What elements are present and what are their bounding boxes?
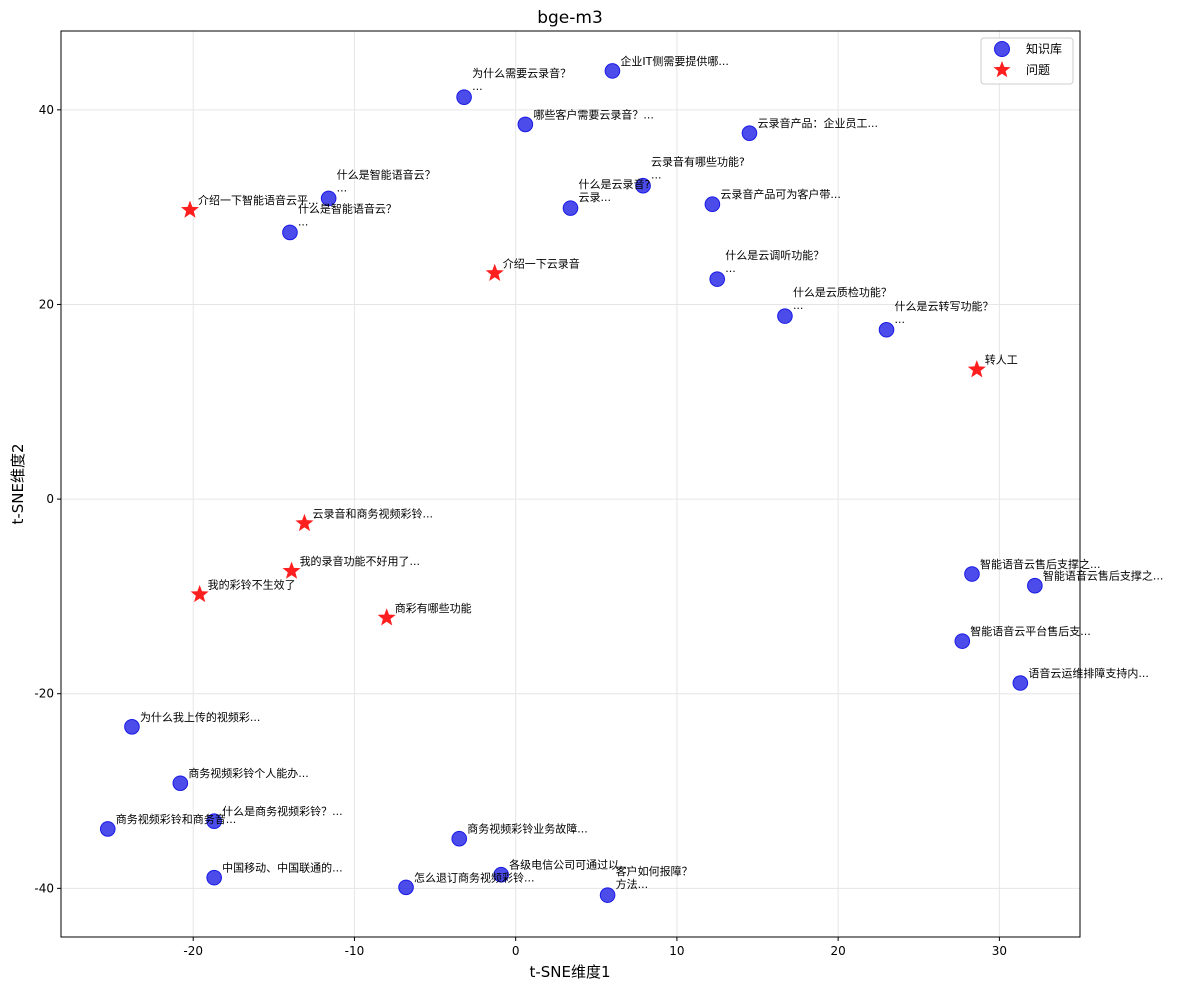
knowledge-point-marker — [964, 566, 980, 582]
knowledge-point-marker — [562, 200, 579, 216]
knowledge-point-marker — [172, 775, 189, 792]
x-axis-title: t-SNE维度1 — [529, 963, 610, 981]
x-tick-label: 0 — [512, 944, 520, 958]
knowledge-point-marker — [1012, 675, 1029, 691]
legend: 知识库 问题 — [980, 37, 1074, 85]
y-tick-label: -20 — [34, 687, 54, 701]
knowledge-point-label: 各级电信公司可通过以... — [509, 858, 630, 872]
knowledge-point-label: 智能语音云平台售后支... — [970, 624, 1091, 638]
x-tick-label: 20 — [831, 944, 846, 958]
y-axis-title: t-SNE维度2 — [9, 443, 27, 524]
knowledge-point-label: 智能语音云售后支撑之... — [980, 557, 1101, 571]
knowledge-point-label: 什么是智能语音云？... — [337, 167, 436, 194]
knowledge-point-label: 商务视频彩铃和商务音... — [116, 812, 236, 826]
question-point-label: 介绍一下智能语音云平... — [198, 193, 319, 207]
knowledge-point-marker — [320, 190, 337, 207]
knowledge-point-marker — [604, 63, 621, 79]
legend-knowledge-marker — [994, 41, 1010, 57]
knowledge-point-marker — [704, 196, 721, 213]
knowledge-point-label: 中国移动、中国联通的... — [222, 861, 343, 875]
knowledge-point-label: 什么是云质检功能？... — [793, 285, 892, 312]
y-tick-label: 40 — [39, 103, 54, 117]
knowledge-point-label: 什么是云录音?云录... — [579, 177, 651, 204]
knowledge-point-label: 什么是智能语音云？... — [298, 201, 397, 228]
knowledge-point-marker — [451, 830, 468, 847]
knowledge-point-label: 什么是商务视频彩铃？... — [222, 804, 343, 818]
legend-question-label: 问题 — [1026, 63, 1050, 77]
grid-lines — [61, 31, 1080, 937]
point-labels: 为什么需要云录音？... 企业IT侧需要提供哪... 哪些客户需要云录音？... 云录… — [116, 54, 1164, 891]
knowledge-point-marker — [1027, 577, 1043, 594]
knowledge-point-marker — [709, 271, 726, 287]
knowledge-point-label: 云录音产品：企业员工... — [757, 116, 878, 130]
legend-question-marker — [993, 61, 1011, 78]
question-point-label: 商彩有哪些功能 — [395, 601, 472, 615]
question-star-marker — [282, 561, 301, 579]
knowledge-point-marker — [635, 177, 651, 194]
knowledge-point-label: 智能语音云售后支撑之... — [1043, 569, 1164, 583]
question-point-label: 云录音和商务视频彩铃... — [312, 506, 433, 520]
question-point-label: 我的彩铃不生效了 — [208, 577, 296, 591]
question-point-label: 我的录音功能不好用了... — [300, 554, 421, 568]
x-tick-label: 30 — [992, 944, 1007, 958]
y-tick-label: 20 — [39, 297, 54, 311]
plot-frame — [60, 30, 1081, 938]
knowledge-point-marker — [599, 887, 616, 903]
knowledge-point-marker — [206, 869, 222, 886]
question-star-marker — [190, 584, 209, 603]
knowledge-point-marker — [456, 89, 472, 105]
legend-knowledge-label: 知识库 — [1026, 41, 1062, 56]
data-points — [99, 63, 1043, 903]
question-point-label: 转人工 — [985, 353, 1018, 367]
x-tick-label: -10 — [345, 944, 365, 958]
x-tick-label: -20 — [183, 944, 203, 958]
knowledge-point-marker — [517, 116, 534, 133]
knowledge-point-marker — [282, 224, 298, 241]
knowledge-point-marker — [124, 719, 140, 735]
question-star-marker — [485, 263, 504, 281]
question-star-marker — [180, 200, 200, 218]
knowledge-point-marker — [741, 125, 758, 141]
axis-ticks: -20 -10 0 10 20 30 -40 -20 0 20 40 — [34, 103, 1007, 958]
knowledge-point-label: 商务视频彩铃个人能办... — [188, 766, 309, 780]
knowledge-point-label: 语音云运维排障支持内... — [1028, 666, 1149, 680]
knowledge-point-marker — [398, 879, 414, 896]
question-point-label: 介绍一下云录音 — [503, 256, 580, 270]
knowledge-point-label: 什么是云转写功能？... — [895, 299, 994, 326]
knowledge-point-label: 云录音有哪些功能?... — [651, 155, 745, 182]
knowledge-point-label: 哪些客户需要云录音？... — [533, 107, 654, 121]
knowledge-point-marker — [878, 321, 895, 338]
knowledge-point-label: 为什么我上传的视频彩... — [140, 710, 261, 724]
knowledge-point-marker — [99, 821, 116, 837]
chart-title: bge-m3 — [537, 8, 603, 28]
question-star-marker — [295, 513, 314, 532]
knowledge-point-label: 企业IT侧需要提供哪... — [620, 54, 728, 68]
knowledge-point-marker — [206, 813, 222, 829]
knowledge-point-label: 云录音产品可为客户带... — [720, 187, 841, 201]
y-tick-label: -40 — [34, 881, 54, 895]
question-star-marker — [377, 608, 396, 626]
question-star-marker — [967, 360, 986, 378]
y-tick-label: 0 — [46, 492, 54, 506]
knowledge-point-marker — [954, 633, 971, 649]
knowledge-point-label: 商务视频彩铃业务故障... — [467, 822, 588, 836]
knowledge-point-marker — [493, 866, 509, 883]
x-tick-label: 10 — [669, 944, 684, 958]
knowledge-point-label: 怎么退订商务视频彩铃... — [414, 870, 535, 884]
knowledge-point-label: 为什么需要云录音？... — [472, 66, 571, 93]
knowledge-point-label: 什么是云调听功能？... — [725, 248, 824, 275]
knowledge-point-label: 客户如何报障？方法... — [616, 864, 693, 891]
knowledge-point-marker — [777, 308, 793, 324]
